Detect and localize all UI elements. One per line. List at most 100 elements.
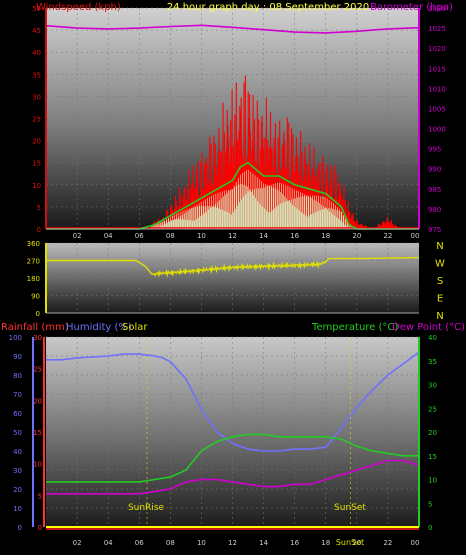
compass-label: N [436,241,443,252]
wind-tick-label: 0 [37,226,41,234]
temp-tick-label: 30 [428,382,437,390]
dewpoint-label: Dew Point (°C) [392,322,465,333]
baro-tick-label: 1025 [428,25,446,33]
baro-y-ticks: 975 980 985 990 995 1000 1005 1010 1015 1020 1025 1… [428,5,446,234]
baro-tick-label: 1030 [428,5,446,13]
climate-x-tick-label: 02 [73,539,82,547]
humidity-line [46,351,420,452]
wind-title: Windspeed (kph) [36,2,121,13]
wind-y-ticks: 0 5 10 15 20 25 30 35 40 45 50 [32,5,41,234]
climate-x-tick-label: 16 [290,539,299,547]
humidity-tick-label: 80 [13,372,22,380]
wind-x-tick-label: 04 [104,232,113,240]
temp-y-ticks: 0 5 10 15 20 25 30 35 40 [428,334,437,532]
climate-x-tick-label: 18 [321,539,330,547]
temperature-label: Temperature (°C) [311,322,398,333]
wind-tick-label: 40 [32,49,41,57]
compass-label: S [437,276,443,287]
wind-x-tick-label: 22 [383,232,392,240]
wind-x-tick-label: 20 [352,232,361,240]
climate-x-tick-label: 00 [411,539,420,547]
temp-tick-label: 0 [428,524,432,532]
compass-label: E [437,294,443,305]
sunset-axis-label: SunSet [336,538,364,547]
dewpoint-line [46,459,420,495]
compass-label: N [436,311,443,322]
wind-tick-label: 10 [32,182,41,190]
direction-tick-label: 270 [27,258,40,266]
baro-tick-label: 980 [428,206,441,214]
direction-tick-label: 180 [27,275,40,283]
climate-x-tick-label: 06 [135,539,144,547]
direction-tick-label: 0 [36,310,40,318]
climate-lines [46,351,420,495]
sunrise-label: SunRise [128,503,165,513]
wind-x-tick-label: 16 [290,232,299,240]
temp-tick-label: 10 [428,477,437,485]
baro-tick-label: 1010 [428,85,446,93]
humidity-label: Humidity (%) [66,322,132,333]
baro-tick-label: 1015 [428,65,446,73]
temp-tick-label: 15 [428,453,437,461]
wind-bars [151,75,403,229]
wind-average-line [46,161,419,230]
humidity-tick-label: 70 [13,391,22,399]
wind-direction-line [46,256,419,278]
wind-x-tick-label: 12 [228,232,237,240]
climate-x-tick-label: 10 [197,539,206,547]
temperature-line [46,433,419,483]
rain-tick-label: 5 [38,492,42,500]
wind-tick-label: 35 [32,71,41,79]
humidity-tick-label: 90 [13,353,22,361]
humidity-tick-label: 40 [13,448,22,456]
wind-x-tick-label: 02 [73,232,82,240]
wind-tick-label: 5 [37,204,41,212]
climate-x-tick-label: 04 [104,539,113,547]
rain-tick-label: 10 [33,461,42,469]
temp-tick-label: 20 [428,429,437,437]
wind-tick-label: 15 [32,160,41,168]
wind-tick-label: 50 [32,5,41,13]
humidity-y-ticks: 0 10 20 30 40 50 60 70 80 90 100 [9,334,22,532]
wind-x-tick-label: 00 [411,232,420,240]
direction-grid [46,242,419,314]
solar-label: Solar [122,322,148,333]
temp-tick-label: 40 [428,334,437,342]
wind-x-tick-label: 18 [321,232,330,240]
humidity-tick-label: 50 [13,429,22,437]
sunset-label: SunSet [334,503,366,513]
rain-label: Rainfall (mm) [1,322,69,333]
wind-x-tick-label: 14 [259,232,268,240]
wind-tick-label: 30 [32,93,41,101]
humidity-tick-label: 30 [13,467,22,475]
sun-markers [146,337,351,527]
compass-label: W [435,259,445,270]
direction-tick-label: 360 [27,240,40,248]
direction-tick-label: 90 [31,293,40,301]
barometer-line [45,24,420,34]
baro-tick-label: 995 [428,146,441,154]
humidity-tick-label: 20 [13,486,22,494]
rain-tick-label: 15 [33,429,42,437]
direction-y-ticks: 0 90 180 270 360 [27,240,40,318]
rain-tick-label: 20 [33,397,42,405]
baro-tick-label: 975 [428,226,441,234]
climate-x-tick-label: 22 [383,539,392,547]
date-title: 24 hour graph day : 08 September 2020 [167,2,369,13]
baro-tick-label: 1020 [428,45,446,53]
baro-title: Barometer (hpa) [370,2,453,13]
wind-tick-label: 20 [32,138,41,146]
wind-tick-label: 45 [32,27,41,35]
climate-x-tick-label: 20 [352,539,361,547]
rain-tick-label: 25 [33,366,42,374]
climate-x-tick-label: 08 [166,539,175,547]
direction-line [46,256,419,278]
baro-tick-label: 1005 [428,105,446,113]
temp-tick-label: 25 [428,405,437,413]
temp-tick-label: 5 [428,500,432,508]
wind-lines [45,24,420,230]
humidity-tick-label: 0 [18,524,22,532]
